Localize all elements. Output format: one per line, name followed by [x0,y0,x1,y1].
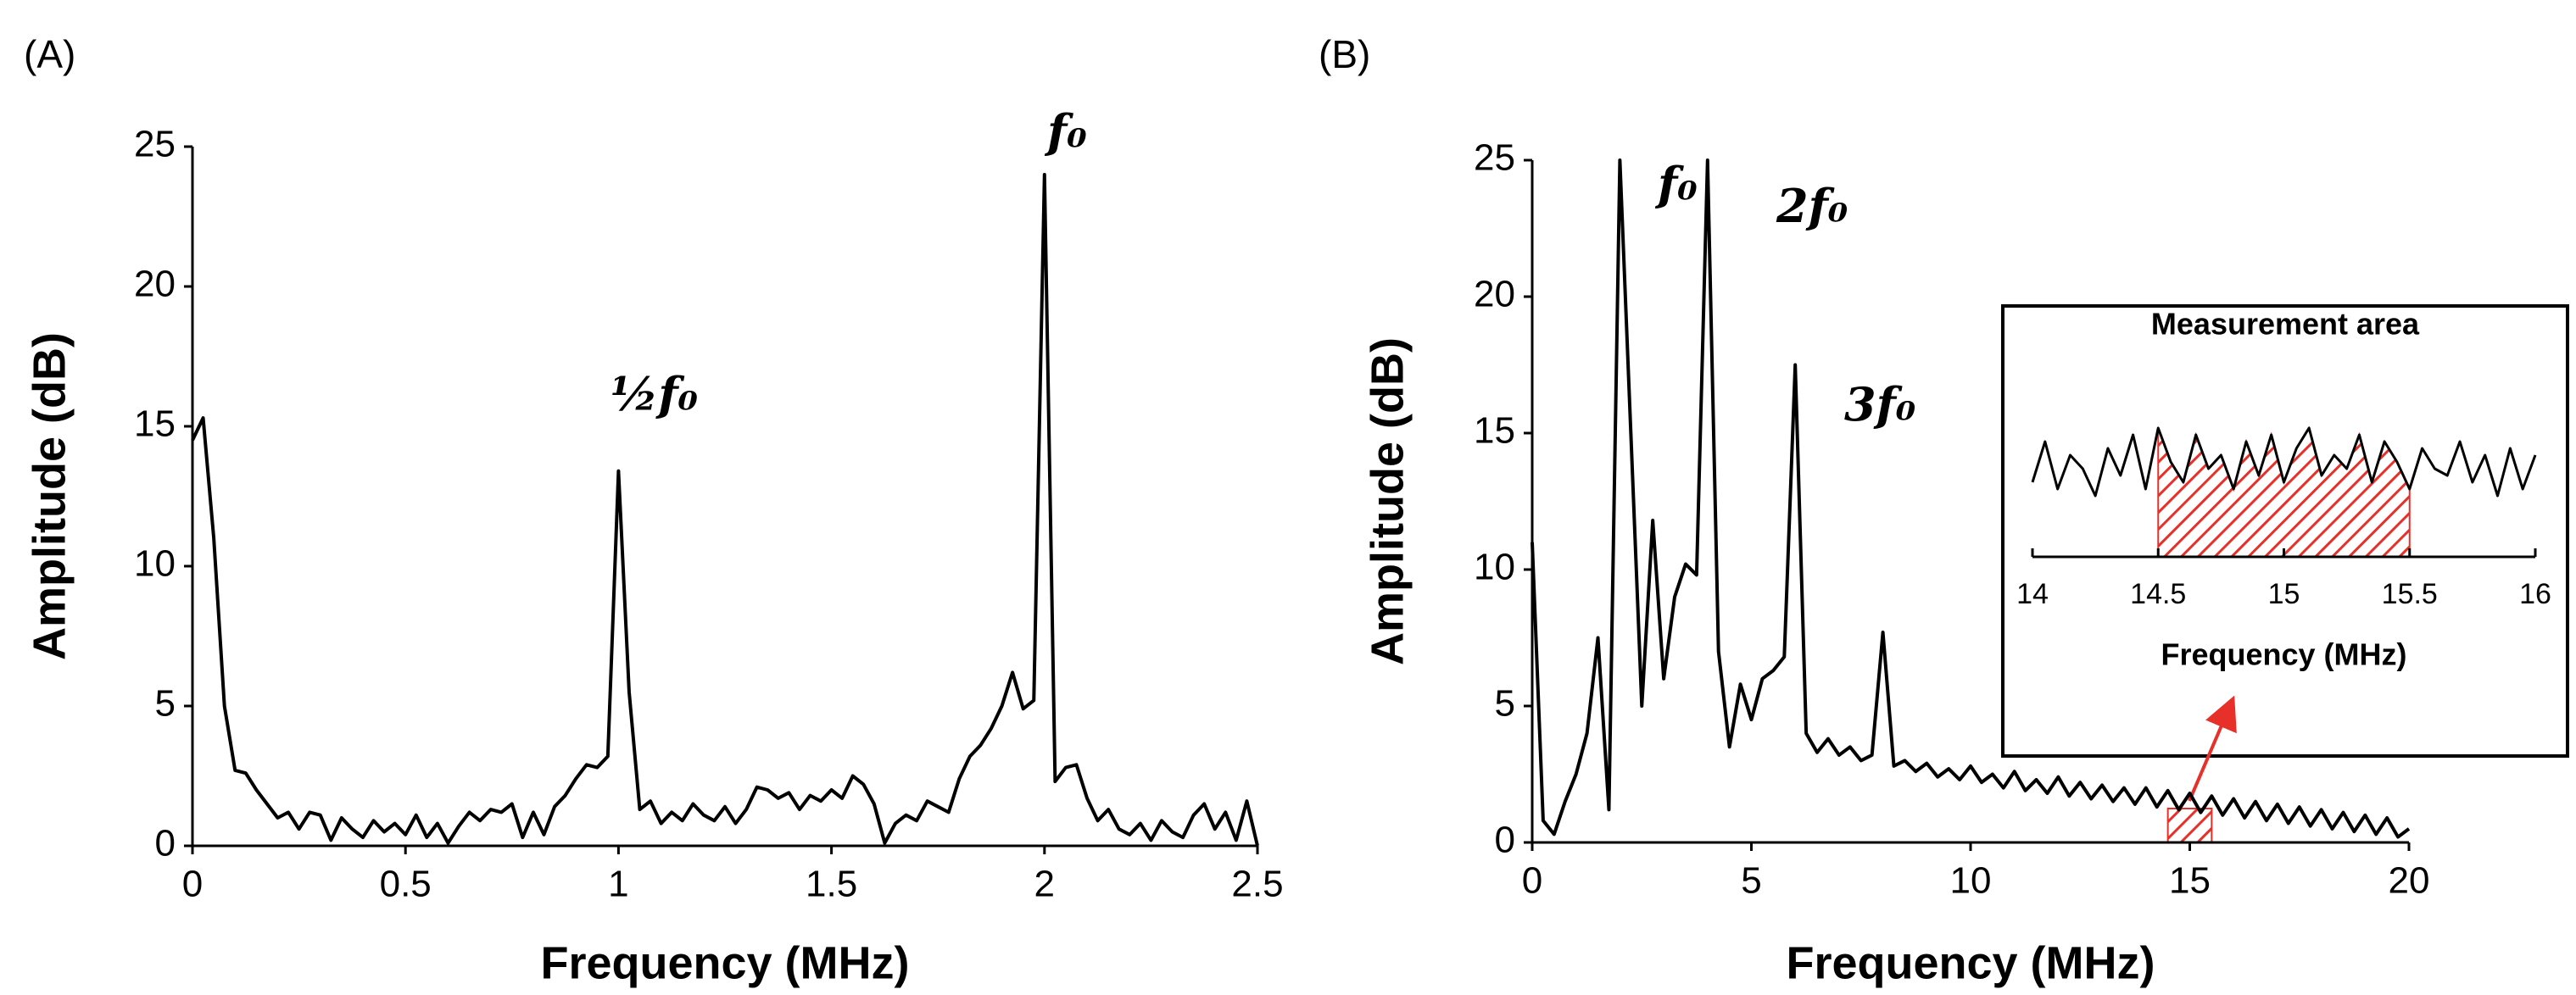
peak-annotation: 2f₀ [1776,179,1848,233]
x-tick-label: 0.5 [380,864,432,905]
peak-annotation: f₀ [1654,157,1698,211]
spectrum-line [2031,426,2537,498]
x-tick-label: 20 [2389,860,2430,902]
x-tick-label: 10 [1950,860,1992,902]
peak-annotation: 3f₀ [1844,377,1916,431]
y-axis-label: Amplitude (dB) [1362,337,1413,665]
y-tick-label: 10 [1474,547,1515,588]
inset-title: Measurement area [2151,307,2420,342]
y-tick-label: 15 [134,403,176,445]
x-tick-label: 2.5 [1231,864,1283,905]
x-tick-label: 16 [2519,578,2551,610]
x-tick-label: 0 [182,864,203,905]
panel-label: (B) [1319,32,1370,76]
y-tick-label: 0 [155,823,176,864]
y-tick-label: 25 [134,124,176,165]
x-axis-label: Frequency (MHz) [540,937,909,988]
y-tick-label: 25 [1474,137,1515,179]
panel-label: (A) [24,32,75,76]
y-tick-label: 5 [155,683,176,725]
y-tick-label: 15 [1474,410,1515,452]
peak-annotation: f₀ [1044,104,1087,158]
x-tick-label: 14.5 [2130,578,2186,610]
x-tick-label: 1.5 [806,864,857,905]
spectrum-line [191,173,1259,847]
x-tick-label: 2 [1034,864,1055,905]
y-axis-label: Amplitude (dB) [24,332,75,660]
x-tick-label: 5 [1741,860,1761,902]
measurement-marker [2166,808,2213,843]
spectrum-line [1531,158,2411,839]
x-tick-label: 15.5 [2382,578,2438,610]
y-tick-label: 5 [1495,683,1515,725]
inset-x-label: Frequency (MHz) [2161,637,2406,672]
x-tick-label: 0 [1522,860,1542,902]
pointer-arrow [2188,695,2237,802]
x-tick-label: 14 [2016,578,2049,610]
y-tick-label: 20 [134,264,176,305]
x-tick-label: 15 [2268,578,2300,610]
x-axis-label: Frequency (MHz) [1786,937,2155,988]
x-tick-label: 1 [608,864,628,905]
y-tick-label: 10 [134,543,176,585]
peak-annotation: ½f₀ [611,367,699,421]
y-tick-label: 20 [1474,274,1515,315]
x-tick-label: 15 [2169,860,2211,902]
y-tick-label: 0 [1495,820,1515,861]
